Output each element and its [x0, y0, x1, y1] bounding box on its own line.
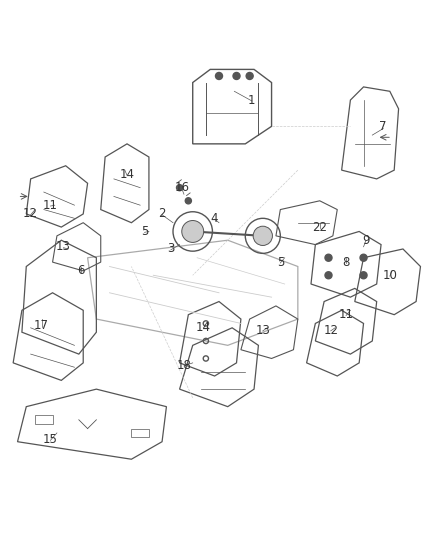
Text: 13: 13	[255, 324, 270, 336]
Text: 17: 17	[34, 319, 49, 332]
Text: 5: 5	[277, 256, 284, 269]
Text: 11: 11	[339, 308, 353, 321]
Text: 5: 5	[141, 225, 148, 238]
Text: 15: 15	[43, 433, 58, 446]
Text: 6: 6	[77, 264, 85, 277]
Circle shape	[360, 272, 367, 279]
Text: 10: 10	[382, 269, 397, 282]
Bar	[131, 429, 149, 437]
Circle shape	[246, 72, 253, 79]
Text: 11: 11	[43, 199, 58, 212]
Text: 14: 14	[120, 168, 134, 181]
Text: 16: 16	[174, 181, 189, 194]
Text: 12: 12	[23, 207, 38, 221]
Text: 1: 1	[248, 94, 256, 107]
Circle shape	[360, 254, 367, 261]
Circle shape	[325, 272, 332, 279]
Text: 2: 2	[158, 207, 166, 221]
Text: 14: 14	[196, 321, 211, 334]
Circle shape	[233, 72, 240, 79]
Circle shape	[253, 226, 272, 246]
Circle shape	[182, 221, 204, 243]
Text: 18: 18	[177, 359, 191, 372]
Text: 9: 9	[362, 233, 370, 247]
Circle shape	[185, 198, 191, 204]
Circle shape	[215, 72, 223, 79]
Text: 8: 8	[343, 256, 350, 269]
Text: 13: 13	[56, 240, 71, 253]
Bar	[35, 415, 53, 424]
Text: 12: 12	[323, 324, 338, 336]
Circle shape	[177, 184, 183, 191]
Circle shape	[325, 254, 332, 261]
Text: 3: 3	[167, 243, 174, 255]
Text: 4: 4	[211, 212, 219, 225]
Text: 7: 7	[379, 120, 387, 133]
Text: 22: 22	[312, 221, 327, 233]
